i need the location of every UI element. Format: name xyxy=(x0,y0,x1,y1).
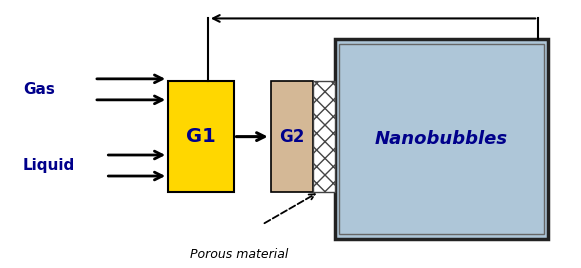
Text: Gas: Gas xyxy=(23,82,55,97)
Bar xyxy=(168,81,234,192)
Bar xyxy=(335,39,548,239)
Bar xyxy=(339,44,544,234)
Bar xyxy=(271,81,313,192)
Bar xyxy=(313,81,335,192)
Text: Nanobubbles: Nanobubbles xyxy=(375,130,508,148)
Text: Liquid: Liquid xyxy=(23,158,75,173)
Text: G2: G2 xyxy=(279,128,304,146)
Text: Porous material: Porous material xyxy=(190,248,288,261)
Text: G1: G1 xyxy=(186,127,216,146)
